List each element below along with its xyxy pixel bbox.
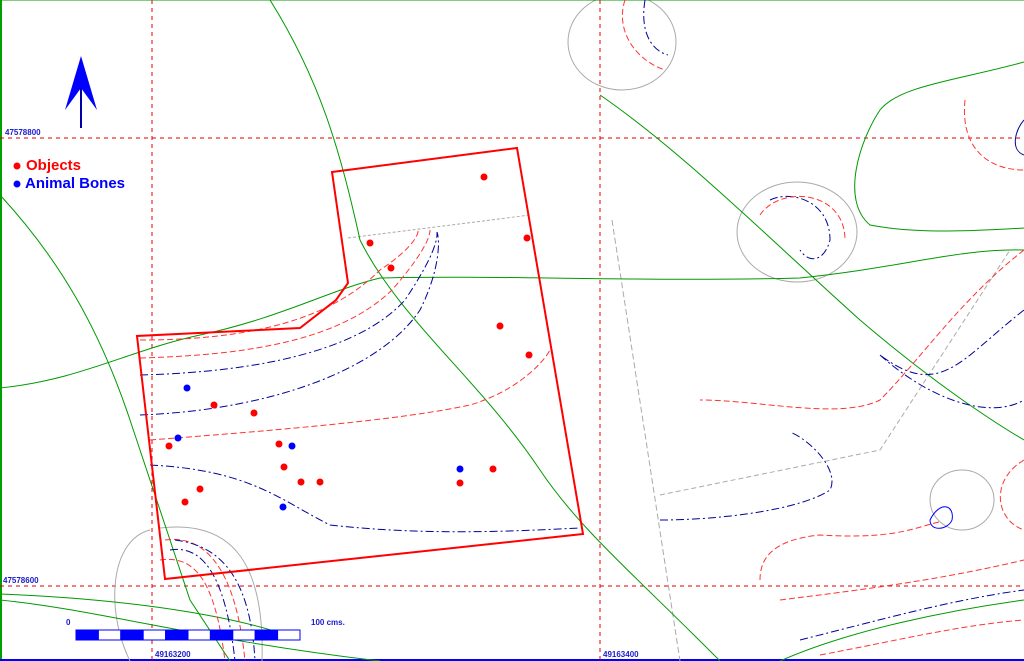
animal-bone-marker: [279, 503, 287, 511]
northing-label-bottom: 47578600: [3, 576, 39, 585]
scale-segment: [142, 629, 167, 641]
scale-segment: [187, 629, 211, 641]
finds-layer: [165, 173, 533, 511]
legend-animal-bones: Animal Bones: [25, 175, 126, 192]
object-find-marker: [489, 465, 497, 473]
object-find-marker: [316, 478, 324, 486]
northing-label-top: 47578800: [5, 128, 41, 137]
object-find-marker: [181, 498, 189, 506]
objects-legend-dot: [13, 162, 21, 170]
scale-bar: [75, 629, 301, 641]
scale-start-label: 0: [66, 618, 71, 627]
object-find-marker: [280, 463, 288, 471]
object-find-marker: [387, 264, 395, 272]
scale-segment: [232, 629, 256, 641]
animal-bone-marker: [288, 442, 296, 450]
scale-end-label: 100 cms.: [311, 618, 345, 627]
animal-bone-marker: [456, 465, 464, 473]
scale-segment: [209, 629, 234, 641]
scale-segment: [97, 629, 122, 641]
animal-bone-marker: [183, 384, 191, 392]
object-find-marker: [196, 485, 204, 493]
object-find-marker: [496, 322, 504, 330]
scale-segment: [277, 629, 301, 641]
object-find-marker: [366, 239, 374, 247]
easting-label-left: 49163200: [155, 650, 191, 659]
object-find-marker: [456, 479, 464, 487]
scale-segment: [165, 629, 189, 641]
object-find-marker: [275, 440, 283, 448]
easting-label-right: 49163400: [603, 650, 639, 659]
object-find-marker: [297, 478, 305, 486]
north-arrow-icon: [65, 56, 97, 128]
scale-segment: [75, 629, 99, 641]
legend-objects: Objects: [26, 157, 82, 174]
animal-bones-legend-dot: [13, 180, 21, 188]
trench-outline: [135, 146, 585, 581]
scale-segment: [120, 629, 144, 641]
object-find-marker: [165, 442, 173, 450]
grey-features: [114, 0, 1011, 661]
object-find-marker: [525, 351, 533, 359]
object-find-marker: [480, 173, 488, 181]
scale-segment: [254, 629, 279, 641]
contours: [139, 0, 1024, 661]
object-find-marker: [210, 401, 218, 409]
object-find-marker: [523, 234, 531, 242]
animal-bone-marker: [174, 434, 182, 442]
object-find-marker: [250, 409, 258, 417]
